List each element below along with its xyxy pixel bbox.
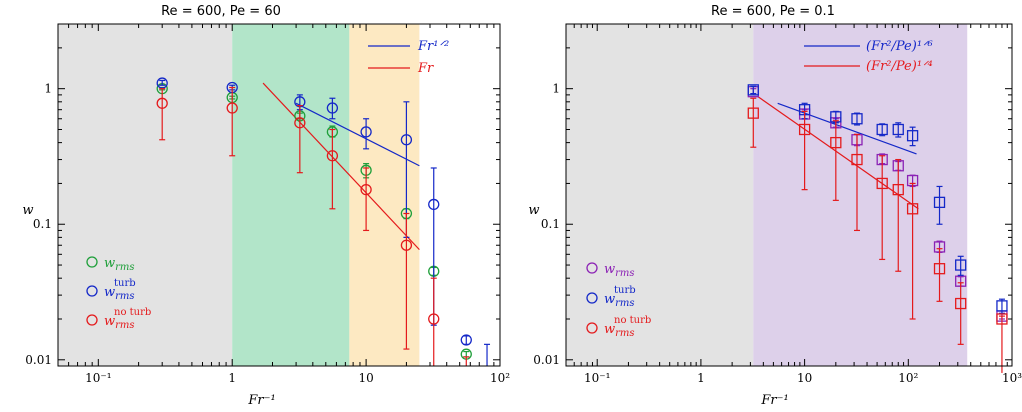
left-chart-title: Re = 600, Pe = 60: [161, 4, 281, 19]
x-tick-label: 10³: [1002, 371, 1022, 385]
data-point: [326, 102, 339, 114]
data-point: [876, 177, 888, 190]
series-2: [156, 86, 470, 366]
x-tick-label: 10: [358, 371, 373, 385]
x-tick-label: 10²: [490, 371, 510, 385]
shaded-region-0: [58, 24, 233, 366]
data-point: [156, 77, 168, 89]
x-tick-label: 1: [697, 371, 705, 385]
legend-marker: [86, 314, 98, 326]
shaded-region-1: [753, 24, 968, 366]
data-point: [876, 123, 888, 136]
data-point: [933, 263, 946, 275]
right-panel: Re = 600, Pe = 0.1 Fr⁻¹ w 10⁻¹ 1 10 10² 10³ 0…: [528, 4, 1022, 408]
data-point: [360, 183, 372, 196]
x-tick-label: 10⁻¹: [584, 371, 610, 385]
data-point: [851, 153, 863, 166]
data-point: [156, 97, 168, 109]
legend-marker: [586, 262, 598, 274]
y-tick-label: 1: [552, 82, 560, 96]
series-2: [747, 97, 1008, 373]
right-x-axis-label: Fr⁻¹: [760, 393, 788, 408]
plot-frame: [57, 23, 501, 367]
data-point: [460, 334, 472, 346]
y-tick-label: 0.01: [25, 353, 52, 367]
fit-line: [262, 82, 420, 251]
legend-label: Fr: [417, 61, 434, 76]
data-point: [830, 136, 842, 149]
fit-line: [295, 102, 420, 167]
data-point: [955, 297, 967, 310]
data-point: [326, 150, 339, 162]
legend-marker: [86, 285, 98, 297]
fit-line: [756, 95, 919, 210]
x-tick-label: 10²: [898, 371, 918, 385]
data-point: [996, 300, 1008, 312]
plot-frame: [565, 23, 1013, 367]
legend-label: (Fr²/Pe)¹ᐟ⁴: [866, 59, 933, 74]
legend-marker: [586, 292, 598, 304]
x-tick-label: 10: [797, 371, 812, 385]
data-point: [906, 130, 919, 142]
left-x-axis-label: Fr⁻¹: [247, 393, 275, 408]
data-point: [400, 239, 413, 251]
data-point: [906, 203, 919, 215]
x-tick-label: 10⁻¹: [85, 371, 111, 385]
shaded-region-1: [232, 24, 350, 366]
data-point: [955, 259, 967, 271]
left-y-axis-label: w: [22, 203, 33, 218]
data-point: [747, 107, 759, 119]
data-point: [294, 117, 306, 129]
right-y-axis-label: w: [528, 203, 539, 218]
fit-line: [777, 102, 917, 155]
y-tick-label: 1: [44, 82, 52, 96]
data-point: [892, 183, 904, 196]
left-panel: Re = 600, Pe = 60 Fr⁻¹ w 10⁻¹ 1 10 10² 0.01 0…: [22, 4, 510, 408]
legend-marker: [86, 256, 98, 268]
data-point: [400, 134, 413, 146]
legend-label: (Fr²/Pe)¹ᐟ⁶: [866, 39, 933, 54]
data-point: [933, 196, 946, 209]
data-point: [226, 102, 238, 114]
data-point: [747, 84, 759, 96]
data-point: [798, 123, 811, 136]
y-tick-label: 0.1: [33, 217, 52, 231]
series-1: [747, 84, 1008, 314]
legend-marker: [586, 322, 598, 334]
data-point: [428, 198, 440, 211]
data-point: [996, 313, 1008, 325]
y-tick-label: 0.01: [533, 353, 560, 367]
data-point: [428, 313, 440, 325]
x-tick-label: 1: [228, 371, 236, 385]
data-point: [360, 126, 372, 138]
y-tick-label: 0.1: [541, 217, 560, 231]
data-point: [892, 123, 904, 136]
right-chart-title: Re = 600, Pe = 0.1: [711, 4, 835, 19]
data-point: [851, 113, 863, 125]
shaded-region-2: [349, 24, 420, 366]
legend-label: Fr¹ᐟ²: [417, 39, 449, 54]
shaded-region-0: [566, 24, 754, 366]
